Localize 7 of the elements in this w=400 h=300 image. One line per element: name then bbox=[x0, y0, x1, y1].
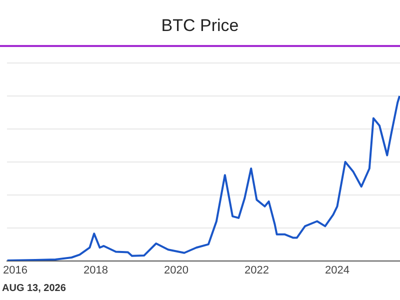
x-tick-label: 2024 bbox=[324, 264, 350, 276]
x-tick-label: 2016 bbox=[2, 264, 28, 276]
chart-title: BTC Price bbox=[160, 16, 240, 36]
text: AUG 13, 2026 bbox=[2, 283, 66, 294]
x-tick-label: 2018 bbox=[83, 264, 108, 276]
x-tick-label: 2022 bbox=[244, 264, 269, 276]
x-tick-label: 2020 bbox=[164, 264, 188, 276]
